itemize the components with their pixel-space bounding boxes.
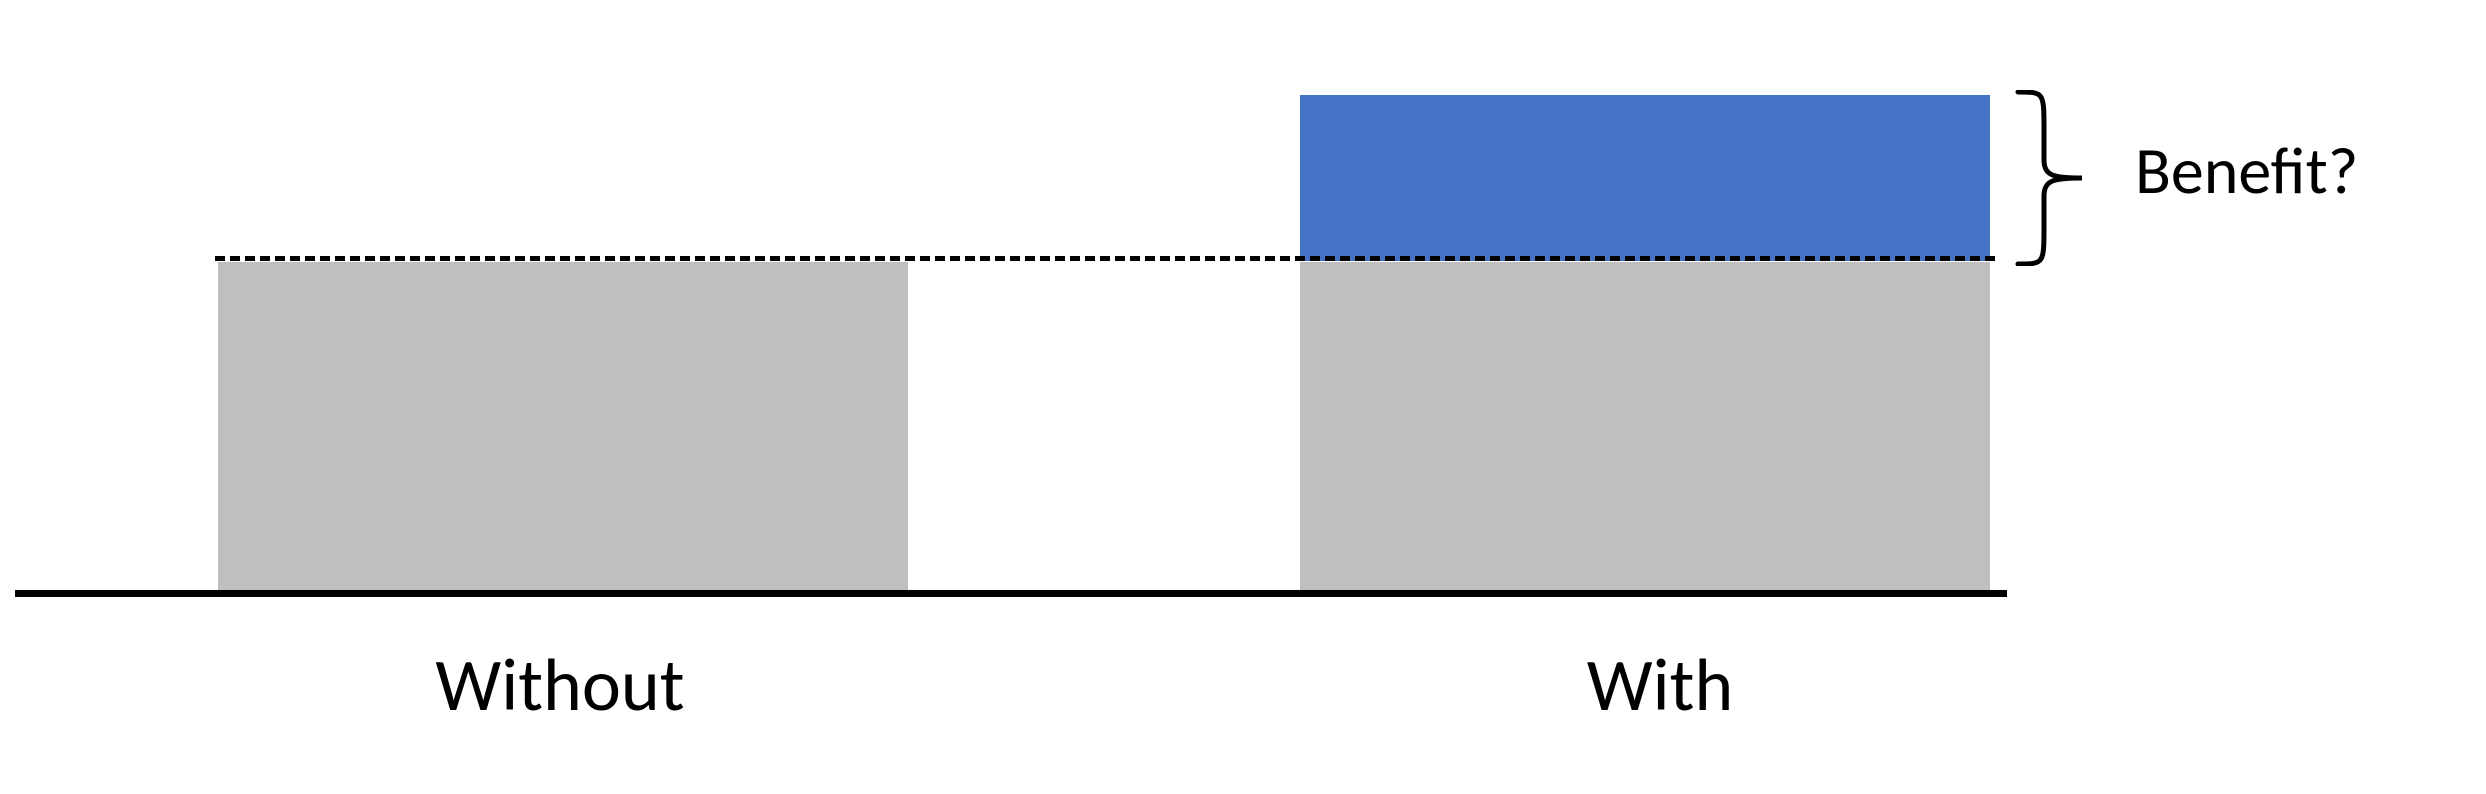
bar-label-without: Without bbox=[290, 640, 830, 730]
benefit-bar-chart: Benefit? Without With bbox=[0, 0, 2486, 794]
reference-dashed-line bbox=[215, 256, 1995, 261]
x-axis-baseline bbox=[15, 590, 2007, 597]
bar-label-with: With bbox=[1510, 640, 1810, 730]
benefit-brace-icon bbox=[2010, 90, 2090, 266]
benefit-annotation-label: Benefit? bbox=[2135, 130, 2358, 211]
bar-with-base bbox=[1300, 262, 1990, 590]
bar-with-benefit bbox=[1300, 95, 1990, 261]
bar-without-base bbox=[218, 262, 908, 590]
